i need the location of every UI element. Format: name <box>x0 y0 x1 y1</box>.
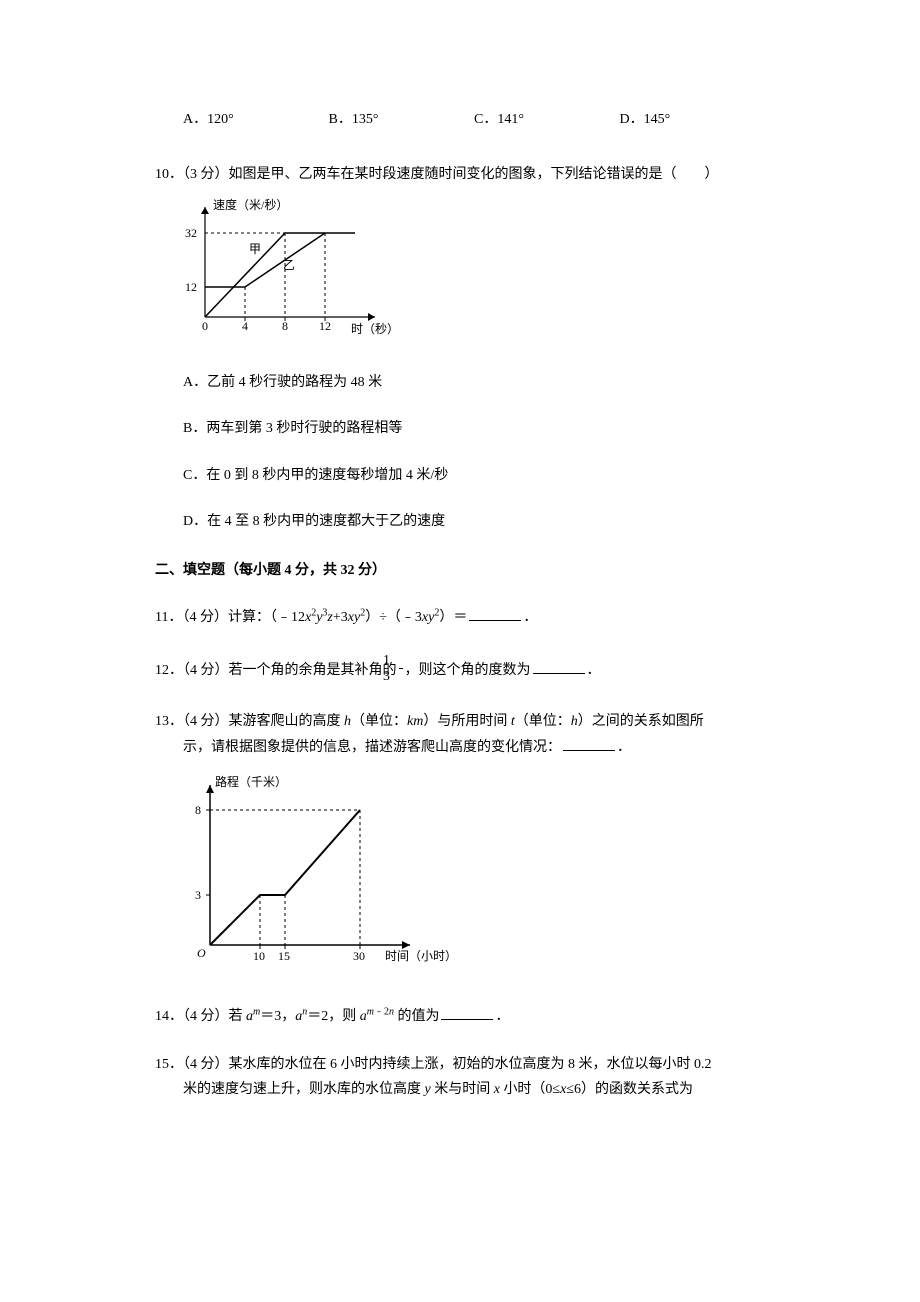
svg-text:12: 12 <box>185 280 197 294</box>
q13-hr: h <box>571 714 578 729</box>
q14-blank <box>441 1004 493 1020</box>
q9-options: A．120° B．135° C．141° D．145° <box>155 108 765 133</box>
q12-fraction: 13 <box>399 653 403 685</box>
q10-option-c: C．在 0 到 8 秒内甲的速度每秒增加 4 米/秒 <box>183 464 765 489</box>
q13-stem: 13．（4 分）某游客爬山的高度 h（单位：km）与所用时间 t（单位：h）之间… <box>155 710 765 735</box>
q15-cont-d: ≤6）的函数关系式为 <box>566 1082 693 1097</box>
q11-mid1: +3 <box>333 610 348 625</box>
q14-mid: 的值为 <box>394 1009 440 1024</box>
q12-prefix: 12．（4 分）若一个角的余角是其补角的 <box>155 663 397 678</box>
svg-text:8: 8 <box>195 803 201 817</box>
q14-a3: a <box>360 1009 367 1024</box>
q15-cont-c: 小时（0≤ <box>500 1082 560 1097</box>
q10-option-a: A．乙前 4 秒行驶的路程为 48 米 <box>183 371 765 396</box>
svg-text:15: 15 <box>278 949 290 963</box>
svg-text:0: 0 <box>202 319 208 333</box>
q12-frac-num: 1 <box>399 653 403 669</box>
svg-text:速度（米/秒）: 速度（米/秒） <box>213 197 288 212</box>
q10-options: A．乙前 4 秒行驶的路程为 48 米 B．两车到第 3 秒时行驶的路程相等 C… <box>155 371 765 535</box>
q14-eq2: ＝2，则 <box>307 1009 360 1024</box>
q15-cont-b: 米与时间 <box>431 1082 494 1097</box>
svg-text:O: O <box>197 946 206 960</box>
q11: 11．（4 分）计算：（﹣12x2y3z+3xy2）÷（﹣3xy2）＝． <box>155 605 765 631</box>
q10-option-d: D．在 4 至 8 秒内甲的速度都大于乙的速度 <box>183 510 765 535</box>
svg-text:3: 3 <box>195 888 201 902</box>
svg-text:10: 10 <box>253 949 265 963</box>
q15-cont-a: 米的速度匀速上升，则水库的水位高度 <box>183 1082 425 1097</box>
q13-cont: 示，请根据图象提供的信息，描述游客爬山高度的变化情况： ． <box>155 735 765 761</box>
q15-stem: 15．（4 分）某水库的水位在 6 小时内持续上涨，初始的水位高度为 8 米，水… <box>155 1053 765 1078</box>
svg-text:乙: 乙 <box>283 258 295 272</box>
q12: 12．（4 分）若一个角的余角是其补角的13，则这个角的度数为 ． <box>155 655 765 687</box>
q14-suffix: ． <box>495 1009 509 1024</box>
q13-stem-e: ）之间的关系如图所 <box>578 714 704 729</box>
q14-prefix: 14．（4 分）若 <box>155 1009 246 1024</box>
section2-heading: 二、填空题（每小题 4 分，共 32 分） <box>155 559 765 584</box>
q12-mid: ，则这个角的度数为 <box>405 663 531 678</box>
q12-suffix: ． <box>587 663 601 678</box>
svg-text:路程（千米）: 路程（千米） <box>215 774 287 789</box>
q11-mid3: ）＝ <box>439 610 467 625</box>
svg-text:甲: 甲 <box>249 242 261 256</box>
q13-diagram: O 8 3 10 15 30 路程（千米） 时间（小时） <box>175 770 765 980</box>
q13-cont-text: 示，请根据图象提供的信息，描述游客爬山高度的变化情况： <box>183 740 561 755</box>
q11-prefix: 11．（4 分）计算：（﹣12 <box>155 610 305 625</box>
q14-expo3: m﹣2n <box>367 1006 394 1017</box>
q10: 10．（3 分）如图是甲、乙两车在某时段速度随时间变化的图象，下列结论错误的是（… <box>155 163 765 535</box>
svg-text:时（秒）: 时（秒） <box>351 322 399 336</box>
q13-km: km <box>407 714 423 729</box>
svg-text:32: 32 <box>185 226 197 240</box>
q9-option-b: B．135° <box>329 108 475 133</box>
q13-blank <box>563 735 615 751</box>
q13-suffix: ． <box>617 740 631 755</box>
q12-blank <box>533 658 585 674</box>
q9-option-c: C．141° <box>474 108 620 133</box>
q13-h: h <box>344 714 351 729</box>
svg-text:4: 4 <box>242 319 248 333</box>
q14-a1: a <box>246 1009 253 1024</box>
q13-stem-b: （单位： <box>351 714 407 729</box>
svg-text:30: 30 <box>353 949 365 963</box>
q11-suffix: ． <box>523 610 537 625</box>
q15: 15．（4 分）某水库的水位在 6 小时内持续上涨，初始的水位高度为 8 米，水… <box>155 1053 765 1102</box>
q13-stem-c: ）与所用时间 <box>423 714 511 729</box>
q10-diagram: 0 4 8 12 32 12 速度（米/秒） 时（秒） 甲 乙 <box>175 197 765 347</box>
q10-option-b: B．两车到第 3 秒时行驶的路程相等 <box>183 417 765 442</box>
q14-stem: 14．（4 分）若 am＝3，an＝2，则 am﹣2n 的值为． <box>155 1004 765 1030</box>
q13-stem-a: 13．（4 分）某游客爬山的高度 <box>155 714 344 729</box>
q14-eq1: ＝3， <box>260 1009 295 1024</box>
svg-text:8: 8 <box>282 319 288 333</box>
q11-stem: 11．（4 分）计算：（﹣12x2y3z+3xy2）÷（﹣3xy2）＝． <box>155 605 765 631</box>
q14: 14．（4 分）若 am＝3，an＝2，则 am﹣2n 的值为． <box>155 1004 765 1030</box>
q11-mid2: ）÷（﹣3 <box>365 610 422 625</box>
q9-option-a: A．120° <box>183 108 329 133</box>
svg-text:12: 12 <box>319 319 331 333</box>
q12-stem: 12．（4 分）若一个角的余角是其补角的13，则这个角的度数为 ． <box>155 655 765 687</box>
q9-option-d: D．145° <box>620 108 766 133</box>
q10-stem: 10．（3 分）如图是甲、乙两车在某时段速度随时间变化的图象，下列结论错误的是（… <box>155 163 765 188</box>
q15-cont: 米的速度匀速上升，则水库的水位高度 y 米与时间 x 小时（0≤x≤6）的函数关… <box>155 1078 765 1103</box>
q12-frac-den: 3 <box>399 669 403 684</box>
q13: 13．（4 分）某游客爬山的高度 h（单位：km）与所用时间 t（单位：h）之间… <box>155 710 765 980</box>
q11-blank <box>469 605 521 621</box>
q13-stem-d: （单位： <box>515 714 571 729</box>
svg-text:时间（小时）: 时间（小时） <box>385 949 457 963</box>
